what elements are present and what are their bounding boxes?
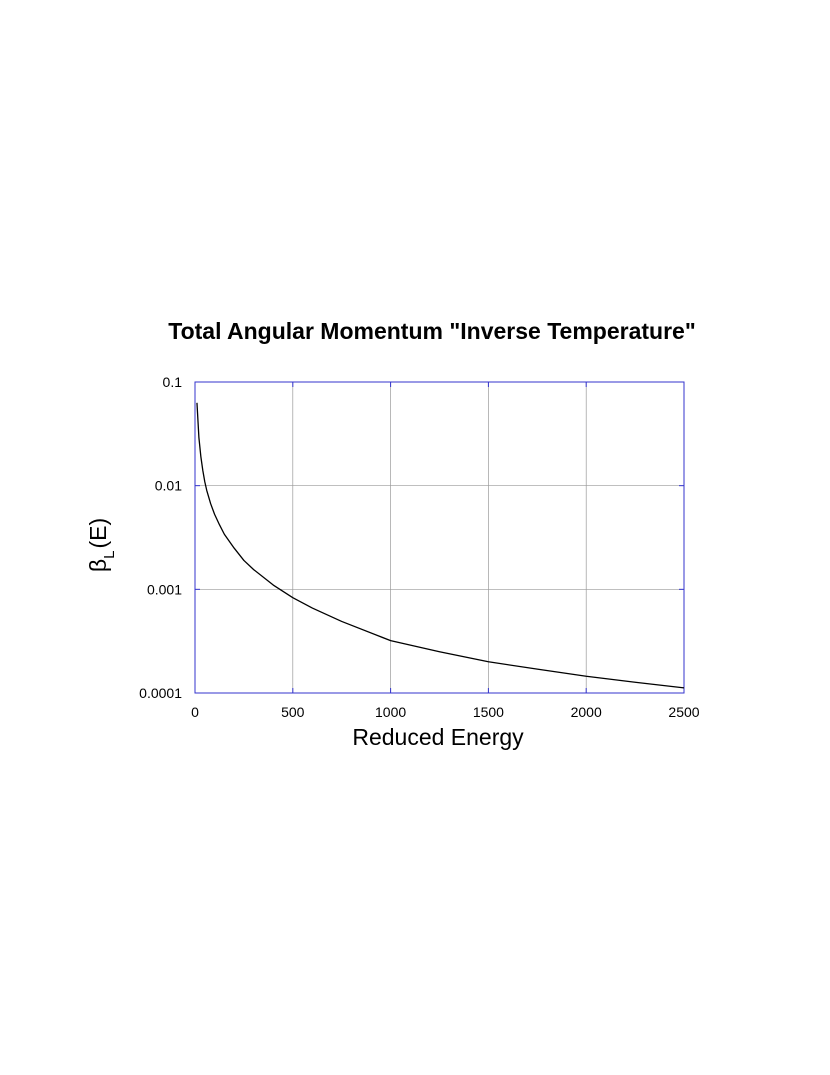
y-tick-labels: 0.1 0.01 0.001 0.0001 — [139, 374, 182, 701]
x-tick-label: 2000 — [571, 704, 602, 720]
y-tick-label: 0.01 — [155, 478, 182, 494]
x-tick-label: 500 — [281, 704, 305, 720]
chart-title: Total Angular Momentum "Inverse Temperat… — [168, 318, 695, 344]
y-tick-label: 0.1 — [163, 374, 183, 390]
plot-frame — [194, 381, 685, 694]
x-tick-label: 0 — [191, 704, 199, 720]
y-axis-symbol: β — [85, 559, 111, 572]
y-axis-suffix: (E) — [85, 518, 111, 549]
series-line-layer — [196, 402, 685, 689]
y-tick-label: 0.0001 — [139, 685, 182, 701]
x-tick-label: 1000 — [375, 704, 406, 720]
y-axis-subscript: L — [101, 551, 118, 559]
plot-border — [194, 381, 685, 694]
x-tick-labels: 0 500 1000 1500 2000 2500 — [191, 704, 700, 720]
series-line-0 — [196, 402, 685, 689]
y-tick-label: 0.001 — [147, 581, 182, 597]
x-axis-title: Reduced Energy — [352, 724, 524, 750]
y-axis-title: βL (E) — [85, 518, 118, 572]
grid — [194, 381, 685, 694]
x-tick-label: 1500 — [473, 704, 504, 720]
x-tick-label: 2500 — [668, 704, 699, 720]
